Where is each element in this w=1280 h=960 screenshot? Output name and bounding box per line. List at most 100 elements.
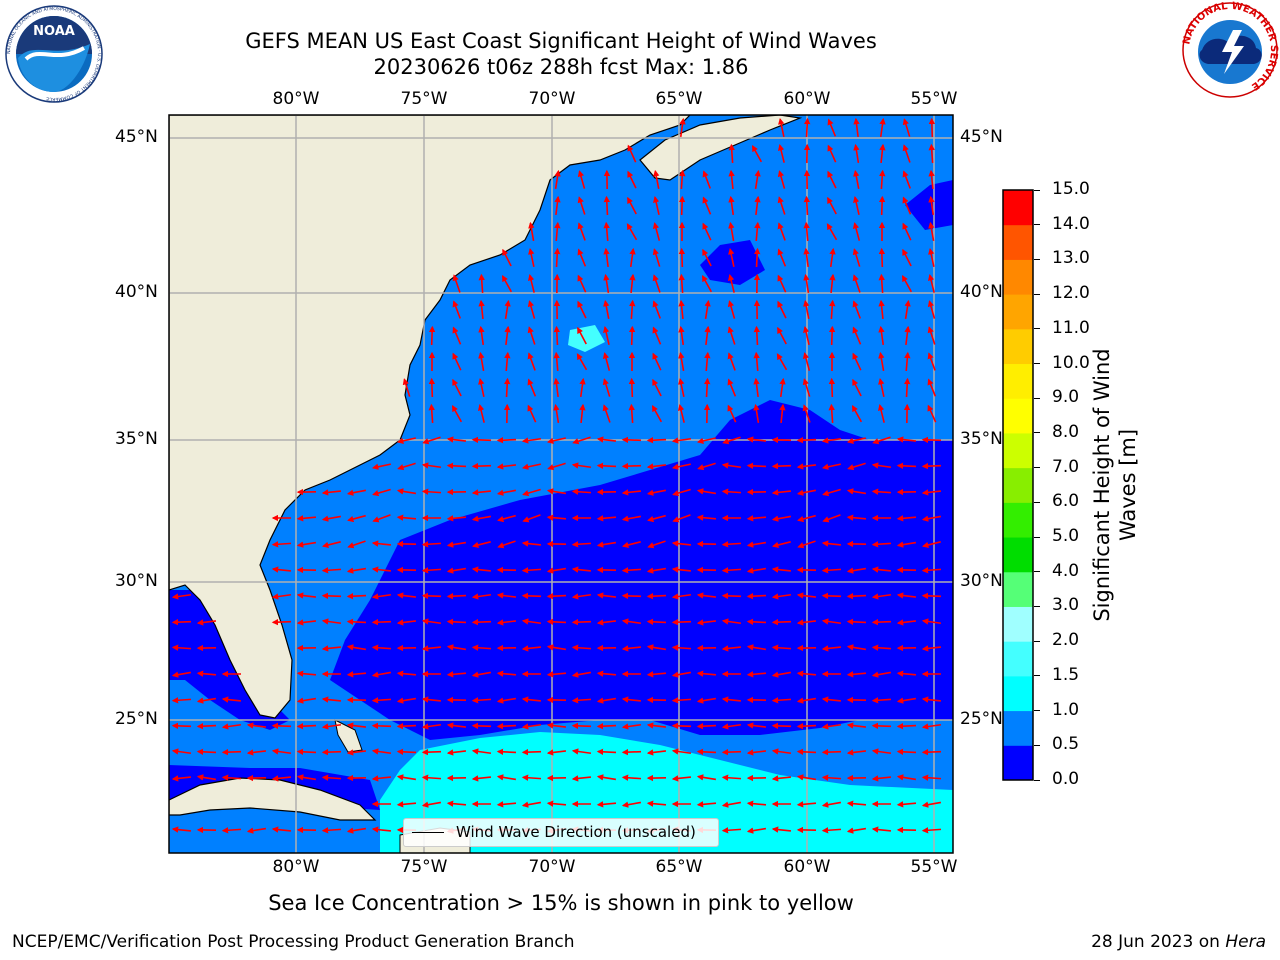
wave-direction-arrow <box>771 826 792 833</box>
wave-direction-arrow <box>704 351 711 372</box>
wave-direction-arrow <box>496 619 517 626</box>
wave-direction-arrow <box>446 618 467 625</box>
wind-wave-direction-arrows <box>171 117 942 834</box>
wave-direction-arrow <box>596 619 617 626</box>
wave-direction-arrow <box>521 801 542 808</box>
wave-direction-arrow <box>902 118 911 137</box>
wave-direction-arrow <box>852 326 862 345</box>
colorbar-title-line2: Waves [m] <box>1116 428 1140 542</box>
wave-direction-arrow <box>829 299 836 320</box>
wave-direction-arrow <box>696 488 717 495</box>
wave-direction-arrow <box>196 774 217 781</box>
wave-direction-arrow <box>471 489 492 496</box>
wave-direction-arrow <box>504 299 511 320</box>
wave-direction-arrow <box>652 300 661 319</box>
wave-direction-arrow <box>428 403 435 424</box>
wave-direction-arrow <box>602 378 611 397</box>
wave-direction-arrow <box>921 696 942 703</box>
wave-direction-arrow <box>652 274 661 293</box>
wave-direction-arrow <box>471 462 492 470</box>
wave-direction-arrow <box>621 801 642 808</box>
wave-direction-arrow <box>621 436 642 444</box>
wave-direction-arrow <box>471 566 492 573</box>
wave-direction-arrow <box>928 221 935 242</box>
wave-direction-arrow <box>846 488 867 495</box>
wave-direction-arrow <box>577 196 586 215</box>
wave-direction-arrow <box>846 722 867 729</box>
colorbar-segment <box>1003 606 1033 642</box>
wave-direction-arrow <box>527 326 536 345</box>
wave-direction-arrow <box>346 618 367 625</box>
wave-direction-arrow <box>621 489 642 496</box>
wave-direction-arrow <box>754 195 761 216</box>
wave-direction-arrow <box>446 462 467 469</box>
wave-direction-arrow <box>621 748 642 756</box>
wave-direction-arrow <box>296 541 317 548</box>
wave-direction-arrow <box>527 378 537 397</box>
wave-direction-arrow <box>296 774 317 781</box>
wave-direction-arrow <box>853 117 860 138</box>
wave-direction-arrow <box>621 774 642 781</box>
wave-direction-arrow <box>871 697 892 704</box>
wave-direction-arrow <box>546 593 567 600</box>
wave-direction-arrow <box>621 618 642 625</box>
wave-direction-arrow <box>746 644 767 651</box>
wave-direction-arrow <box>671 775 692 782</box>
wave-direction-arrow <box>571 488 592 495</box>
wave-direction-arrow <box>877 404 885 423</box>
wave-direction-arrow <box>678 351 685 372</box>
wave-direction-arrow <box>777 248 787 267</box>
wave-direction-arrow <box>678 247 686 268</box>
wave-direction-arrow <box>528 247 535 267</box>
wave-direction-arrow <box>771 618 792 626</box>
wave-direction-arrow <box>696 697 717 704</box>
wave-direction-arrow <box>554 195 561 216</box>
wave-direction-arrow <box>271 593 292 600</box>
wave-direction-arrow <box>321 827 342 834</box>
wave-direction-arrow <box>321 723 342 730</box>
colorbar-tick <box>1034 467 1040 469</box>
wave-direction-arrow <box>702 248 712 267</box>
wave-direction-arrow <box>171 593 192 600</box>
wave-direction-arrow <box>927 352 936 371</box>
wave-direction-arrow <box>754 169 761 190</box>
wave-direction-arrow <box>777 300 787 319</box>
wave-direction-arrow <box>471 515 492 522</box>
wave-direction-arrow <box>396 723 417 730</box>
wave-direction-arrow <box>546 567 567 574</box>
wave-direction-arrow <box>702 196 712 215</box>
wave-direction-arrow <box>671 540 692 547</box>
machine-name: Hera <box>1225 932 1266 952</box>
wave-direction-arrow <box>796 489 816 496</box>
wave-direction-arrow <box>871 618 892 626</box>
wave-direction-arrow <box>496 723 517 730</box>
wave-direction-arrow <box>697 462 716 471</box>
wave-direction-arrow <box>777 222 786 241</box>
wave-direction-arrow <box>571 593 592 600</box>
wave-direction-arrow <box>546 671 567 678</box>
wave-direction-arrow <box>696 592 717 599</box>
wave-direction-arrow <box>746 567 767 574</box>
colorbar-segment <box>1003 294 1033 330</box>
wave-direction-arrow <box>777 144 785 163</box>
wave-direction-arrow <box>746 618 767 625</box>
wave-direction-arrow <box>896 697 917 704</box>
wave-direction-arrow <box>771 462 792 470</box>
wave-direction-arrow <box>171 748 192 755</box>
wave-direction-arrow <box>728 195 735 216</box>
wave-direction-arrow <box>397 462 416 471</box>
wave-direction-arrow <box>727 404 737 423</box>
wave-direction-arrow <box>852 378 862 397</box>
lon-label-top: 55°W <box>910 89 958 109</box>
wave-direction-arrow <box>727 352 736 371</box>
wave-direction-arrow <box>827 196 837 215</box>
wave-direction-arrow <box>871 722 892 730</box>
wave-direction-arrow <box>554 221 561 242</box>
colorbar <box>1002 189 1034 781</box>
wave-direction-arrow <box>803 273 810 294</box>
wave-direction-arrow <box>651 405 663 423</box>
wave-direction-arrow <box>796 774 817 781</box>
wave-direction-arrow <box>396 437 416 444</box>
wave-direction-arrow <box>521 618 542 625</box>
lat-label-right: 40°N <box>960 282 1003 302</box>
